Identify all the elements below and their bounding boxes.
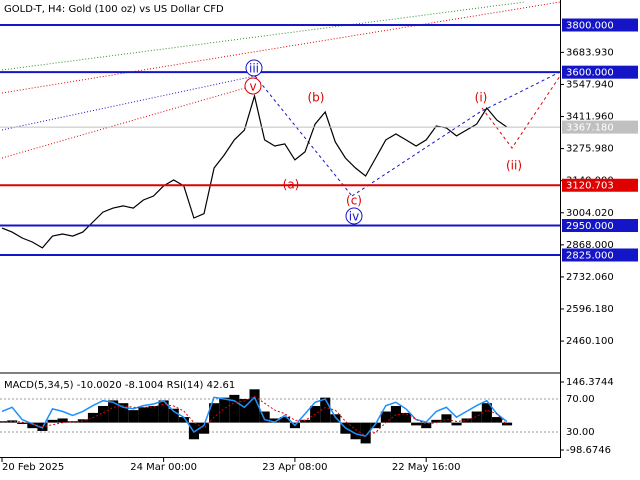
histogram-bar: [360, 422, 371, 444]
wave-circle: [244, 77, 262, 95]
wave-line: [481, 75, 561, 149]
histogram-bar: [118, 403, 129, 423]
wave-circle: [245, 59, 263, 77]
y-tick-label: -98.6746: [566, 445, 611, 456]
trend-lines: [1, 1, 561, 197]
histogram-bar: [370, 422, 381, 429]
histogram-bar: [502, 422, 513, 426]
trend-line: [1, 85, 253, 159]
histogram-bar: [17, 422, 28, 425]
histogram-bar: [158, 400, 169, 423]
histogram-bar: [199, 422, 210, 434]
level-label-box: [562, 178, 638, 192]
trend-line: [1, 75, 256, 131]
trend-line: [1, 1, 526, 71]
level-label-box: [562, 219, 638, 233]
wave-label: (b): [308, 91, 325, 105]
histogram-bar: [421, 422, 432, 429]
histogram-bar: [229, 394, 240, 423]
y-tick-label: 2732.060: [566, 272, 614, 283]
x-tick-label: 20 Feb 2025: [2, 462, 64, 473]
histogram-bar: [411, 422, 422, 426]
histogram-bar: [128, 410, 139, 423]
histogram-bar: [138, 407, 149, 423]
level-label-box: [562, 120, 638, 134]
histogram-bar: [330, 414, 341, 423]
wave-circle: [345, 207, 363, 225]
histogram-bar: [300, 419, 311, 423]
y-tick-label: 2460.100: [566, 336, 614, 347]
histogram-bar: [320, 397, 331, 423]
level-label: 2825.000: [566, 251, 614, 262]
level-label-box: [562, 248, 638, 262]
histogram-bar: [249, 389, 260, 423]
y-tick-label: 2868.000: [566, 240, 614, 251]
level-label-box: [562, 18, 638, 32]
histogram-bar: [108, 400, 119, 423]
histogram-bar: [431, 419, 442, 423]
x-tick-label: 22 May 16:00: [392, 462, 461, 473]
y-tick-label: 3275.980: [566, 144, 614, 155]
histogram-bar: [279, 417, 290, 423]
histogram-bar: [209, 403, 220, 423]
histogram-bar: [491, 417, 502, 423]
histogram-bar: [178, 417, 189, 423]
y-tick-label: 3547.940: [566, 79, 614, 90]
histogram-bar: [441, 414, 452, 423]
price-line: [1, 93, 508, 249]
y-tick-label: 3411.960: [566, 112, 614, 123]
trend-line: [1, 1, 561, 94]
histogram-bar: [269, 418, 280, 423]
histogram-bar: [98, 405, 109, 423]
histogram-bar: [380, 411, 391, 423]
wave-line: [254, 75, 353, 197]
y-tick-label: 2596.180: [566, 304, 614, 315]
level-label: 3600.000: [566, 68, 614, 79]
histogram-bar: [401, 412, 412, 423]
y-tick-label: 3004.020: [566, 208, 614, 219]
indicator-title: MACD(5,34,5) -10.0020 -8.1004 RSI(14) 42…: [4, 380, 235, 391]
histogram-bar: [451, 422, 462, 426]
histogram-bar: [148, 405, 159, 423]
level-label: 3367.180: [566, 123, 614, 134]
x-tick-label: 24 Mar 00:00: [130, 462, 197, 473]
wave-label: (a): [283, 178, 300, 192]
level-label-box: [562, 65, 638, 79]
histogram-bar: [481, 403, 492, 423]
histogram-bar: [7, 420, 18, 423]
wave-label: iii: [249, 62, 259, 76]
signal-line: [1, 395, 508, 437]
wave-label: iv: [349, 210, 359, 224]
histogram-bar: [259, 411, 270, 423]
histogram-bar: [47, 419, 58, 423]
wave-label: (i): [475, 91, 488, 105]
histogram-bar: [219, 397, 230, 423]
histogram-bar: [168, 408, 179, 423]
y-tick-label: 3683.930: [566, 47, 614, 58]
histogram-bar: [461, 418, 472, 423]
wave-label: (c): [346, 194, 362, 208]
rsi-line: [1, 396, 508, 437]
histogram-bar: [239, 399, 250, 423]
wave-line: [351, 71, 561, 197]
histogram-bar: [471, 411, 482, 423]
level-label: 3800.000: [566, 21, 614, 32]
histogram-bar: [57, 418, 68, 423]
wave-label: v: [249, 80, 256, 94]
y2-tick-label: 30.00: [566, 427, 595, 438]
histogram-bar: [27, 422, 38, 429]
x-tick-label: 23 Apr 08:00: [262, 462, 327, 473]
chart-title: GOLD-T, H4: Gold (100 oz) vs US Dollar C…: [4, 4, 224, 15]
level-label: 3120.703: [566, 181, 614, 192]
level-label: 2950.000: [566, 221, 614, 232]
histogram-bar: [350, 422, 361, 440]
histogram-bar: [67, 421, 78, 423]
y2-tick-label: 70.00: [566, 394, 595, 405]
wave-label: (ii): [506, 159, 522, 173]
y-tick-label: 146.3744: [566, 377, 614, 388]
